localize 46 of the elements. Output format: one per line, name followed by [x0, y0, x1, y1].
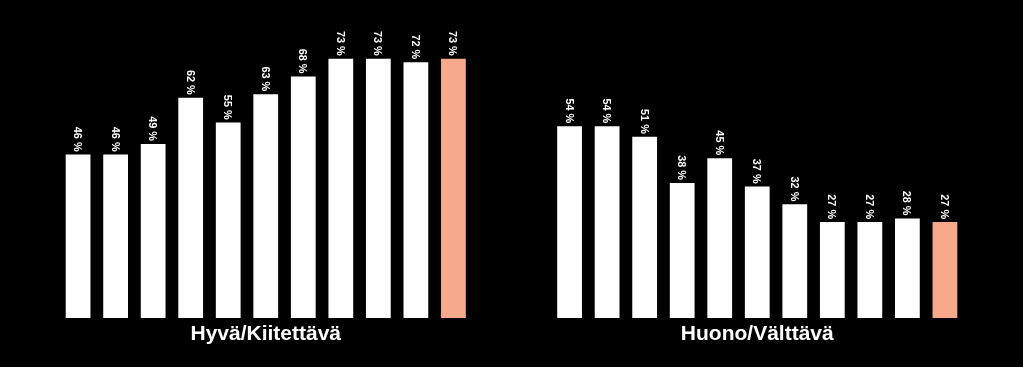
bar: [707, 158, 733, 318]
bar: [932, 222, 958, 318]
bar: [365, 58, 391, 318]
bar: [403, 62, 429, 318]
bar: [290, 76, 316, 318]
data-label: 38 %: [676, 155, 689, 181]
bar: [632, 136, 658, 318]
data-label: 27 %: [863, 194, 876, 220]
bar: [744, 186, 770, 318]
bar: [441, 58, 466, 318]
data-label: 63 %: [259, 66, 272, 92]
data-label: 51 %: [638, 109, 651, 135]
bar: [594, 126, 620, 318]
bar: [669, 183, 695, 318]
data-label: 54 %: [563, 98, 576, 124]
data-label: 54 %: [601, 98, 614, 124]
x-tick-label: Huono/Välttävä: [680, 321, 834, 344]
data-label: 46 %: [109, 126, 122, 152]
data-label: 28 %: [901, 190, 914, 216]
bar: [65, 154, 91, 318]
bar: [253, 94, 279, 318]
data-label: 46 %: [72, 126, 85, 152]
data-label: 73 %: [447, 30, 460, 56]
bar: [328, 58, 354, 318]
data-label: 55 %: [222, 94, 235, 120]
bar: [557, 126, 582, 318]
data-label: 73 %: [334, 30, 347, 56]
data-label: 49 %: [147, 116, 160, 142]
x-tick-label: Hyvä/Kiitettävä: [190, 321, 342, 344]
bar: [782, 204, 808, 318]
data-label: 62 %: [184, 69, 197, 96]
bar: [857, 222, 883, 318]
bar: [819, 222, 845, 318]
bar: [103, 154, 128, 318]
bar: [140, 143, 166, 318]
data-label: 68 %: [297, 48, 310, 74]
data-label: 27 %: [938, 194, 951, 220]
bar: [215, 122, 241, 318]
data-label: 37 %: [751, 158, 764, 184]
data-label: 72 %: [409, 34, 422, 60]
data-label: 32 %: [788, 176, 801, 202]
data-label: 27 %: [826, 194, 839, 220]
data-label: 73 %: [372, 30, 385, 56]
bar: [178, 97, 204, 318]
data-label: 45 %: [713, 130, 726, 156]
bar: [895, 218, 920, 318]
